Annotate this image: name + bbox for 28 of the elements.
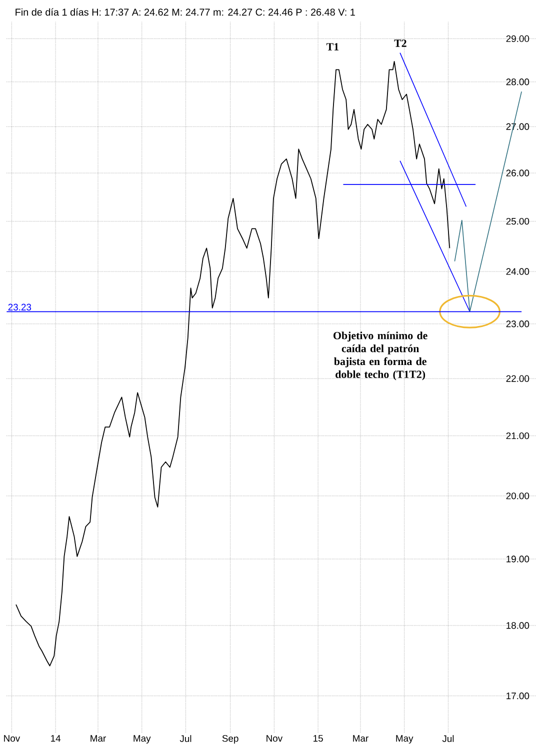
y-tick-label: 18.00 <box>506 622 530 629</box>
x-tick-label: Nov <box>4 735 20 742</box>
y-tick-label: 19.00 <box>506 556 530 562</box>
y-tick-label: 28.00 <box>506 78 530 86</box>
x-tick-label: May <box>134 735 151 744</box>
x-tick-label: Sep <box>222 735 238 744</box>
annotation: T2 <box>394 40 406 47</box>
ref-line-label: 23.23 <box>8 304 31 310</box>
chart-title: Fin de día 1 días H: 17:37 A: 24.62 M: 24.77 m: 24.27 C: 24.46 P : 26.48 V: 1 <box>16 8 355 16</box>
x-tick-label: Jul <box>442 735 454 742</box>
y-tick-label: 17.00 <box>506 692 530 700</box>
y-tick-label: 21.00 <box>506 432 530 440</box>
y-tick-label: 20.00 <box>506 492 530 500</box>
y-tick-label: 23.00 <box>506 320 530 328</box>
y-tick-label: 22.00 <box>506 375 530 382</box>
y-tick-label: 24.00 <box>506 268 530 275</box>
annotation: Objetivo mínimo de caída del patrón bajista en forma de doble techo (T1T2) <box>333 332 428 380</box>
y-tick-label: 26.00 <box>506 170 530 176</box>
annotation: T1 <box>326 43 338 50</box>
x-tick-label: Nov <box>266 735 282 742</box>
x-tick-label: Mar <box>90 735 106 742</box>
y-tick-label: 29.00 <box>506 35 530 42</box>
y-tick-label: 25.00 <box>506 218 530 225</box>
x-tick-label: May <box>396 735 414 744</box>
x-tick-label: 15 <box>313 735 323 742</box>
x-tick-label: 14 <box>50 735 60 742</box>
x-tick-label: Mar <box>353 735 368 742</box>
x-tick-label: Jul <box>180 735 192 742</box>
